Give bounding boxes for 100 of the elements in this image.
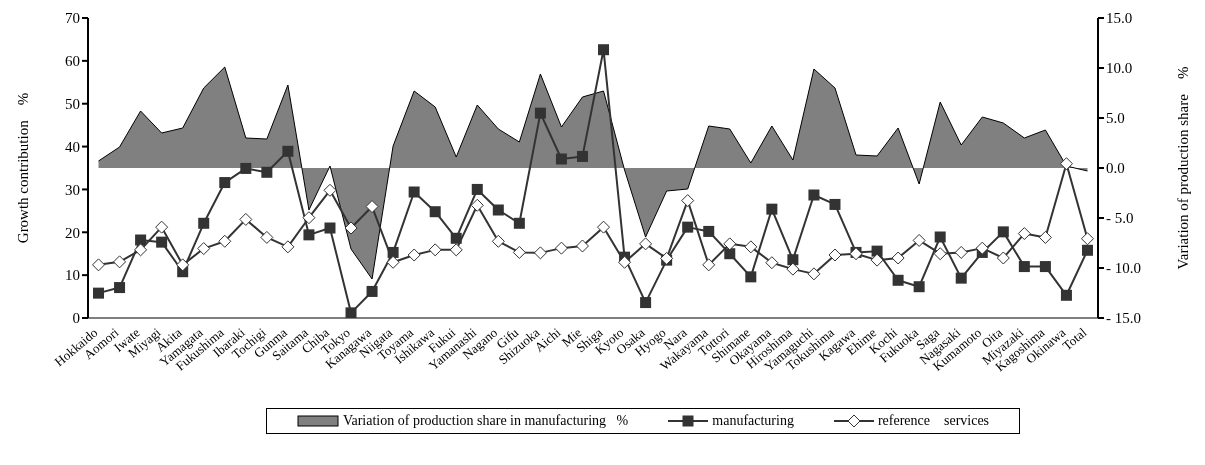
y2-tick-label: - 15.0 <box>1106 310 1141 327</box>
y2-tick-label: 5.0 <box>1106 110 1125 127</box>
point <box>554 241 568 255</box>
point <box>324 222 336 234</box>
y-tick-label: 30 <box>65 181 80 198</box>
point <box>997 226 1009 238</box>
point <box>640 297 652 309</box>
y2-tick-label: 10.0 <box>1106 60 1133 77</box>
point <box>1018 261 1030 273</box>
point <box>428 243 442 257</box>
point <box>407 248 421 262</box>
point <box>429 206 441 218</box>
point <box>892 274 904 286</box>
point <box>703 225 715 237</box>
point <box>1038 230 1052 244</box>
y-tick-label: 50 <box>65 96 80 113</box>
point <box>533 246 547 260</box>
point <box>639 237 653 251</box>
point <box>218 234 232 248</box>
point <box>912 233 926 247</box>
point <box>197 242 211 256</box>
point <box>575 239 589 253</box>
point <box>239 212 253 226</box>
point <box>975 241 989 255</box>
point <box>302 211 316 225</box>
point <box>534 107 546 119</box>
point <box>891 251 905 265</box>
point <box>829 198 841 210</box>
point <box>366 285 378 297</box>
point <box>933 247 947 261</box>
point <box>681 194 695 208</box>
point <box>219 177 231 189</box>
point <box>682 221 694 233</box>
point <box>745 271 757 283</box>
point <box>1060 289 1072 301</box>
y2-tick-label: 0.0 <box>1106 160 1125 177</box>
point <box>618 255 632 269</box>
point <box>954 245 968 259</box>
point <box>724 248 736 260</box>
point <box>281 240 295 254</box>
point <box>870 253 884 267</box>
point <box>155 220 169 234</box>
point <box>387 246 399 258</box>
point <box>598 44 610 56</box>
point <box>344 221 358 235</box>
point <box>93 287 105 299</box>
point <box>114 282 126 294</box>
point <box>996 251 1010 265</box>
y2-tick-label: 15.0 <box>1106 10 1133 27</box>
point <box>765 256 779 270</box>
point <box>323 183 337 197</box>
point <box>113 255 127 269</box>
point <box>260 230 274 244</box>
point <box>261 166 273 178</box>
point <box>282 145 294 157</box>
y2-tick-label: - 10.0 <box>1106 260 1141 277</box>
point <box>744 240 758 254</box>
y-tick-label: 70 <box>65 10 80 27</box>
point <box>597 220 611 234</box>
legend-label: Variation of production share in manufacturing % <box>342 413 629 429</box>
point <box>386 255 400 269</box>
point <box>408 186 420 198</box>
legend-label: manufacturing <box>712 413 794 429</box>
point <box>512 245 526 259</box>
point <box>913 281 925 293</box>
point <box>513 217 525 229</box>
point <box>766 203 778 215</box>
point <box>240 162 252 174</box>
point <box>450 232 462 244</box>
point <box>92 258 106 272</box>
legend-label: reference services <box>877 412 990 430</box>
point <box>828 248 842 262</box>
point <box>156 236 168 248</box>
point <box>135 234 147 246</box>
point <box>345 307 357 318</box>
y-tick-label: 60 <box>65 53 80 70</box>
point <box>491 234 505 248</box>
y-axis-title: Growth contribution % <box>15 92 32 244</box>
point <box>955 272 967 284</box>
y-tick-label: 40 <box>65 138 80 155</box>
point <box>1059 157 1073 171</box>
point <box>134 243 148 257</box>
point <box>470 198 484 212</box>
point <box>449 243 463 257</box>
point <box>787 254 799 266</box>
y-tick-label: 10 <box>65 267 80 284</box>
point <box>471 183 483 195</box>
point <box>1017 227 1031 241</box>
point <box>198 217 210 229</box>
point <box>702 258 716 272</box>
point <box>492 204 504 216</box>
point <box>871 245 883 257</box>
point <box>365 200 379 214</box>
y-tick-label: 20 <box>65 224 80 241</box>
point <box>934 231 946 243</box>
y-tick-label: 0 <box>72 310 80 327</box>
point <box>723 237 737 251</box>
y2-axis-title: Variation of production share % <box>1175 66 1192 270</box>
point <box>1081 244 1093 256</box>
y2-tick-label: - 5.0 <box>1106 210 1134 227</box>
